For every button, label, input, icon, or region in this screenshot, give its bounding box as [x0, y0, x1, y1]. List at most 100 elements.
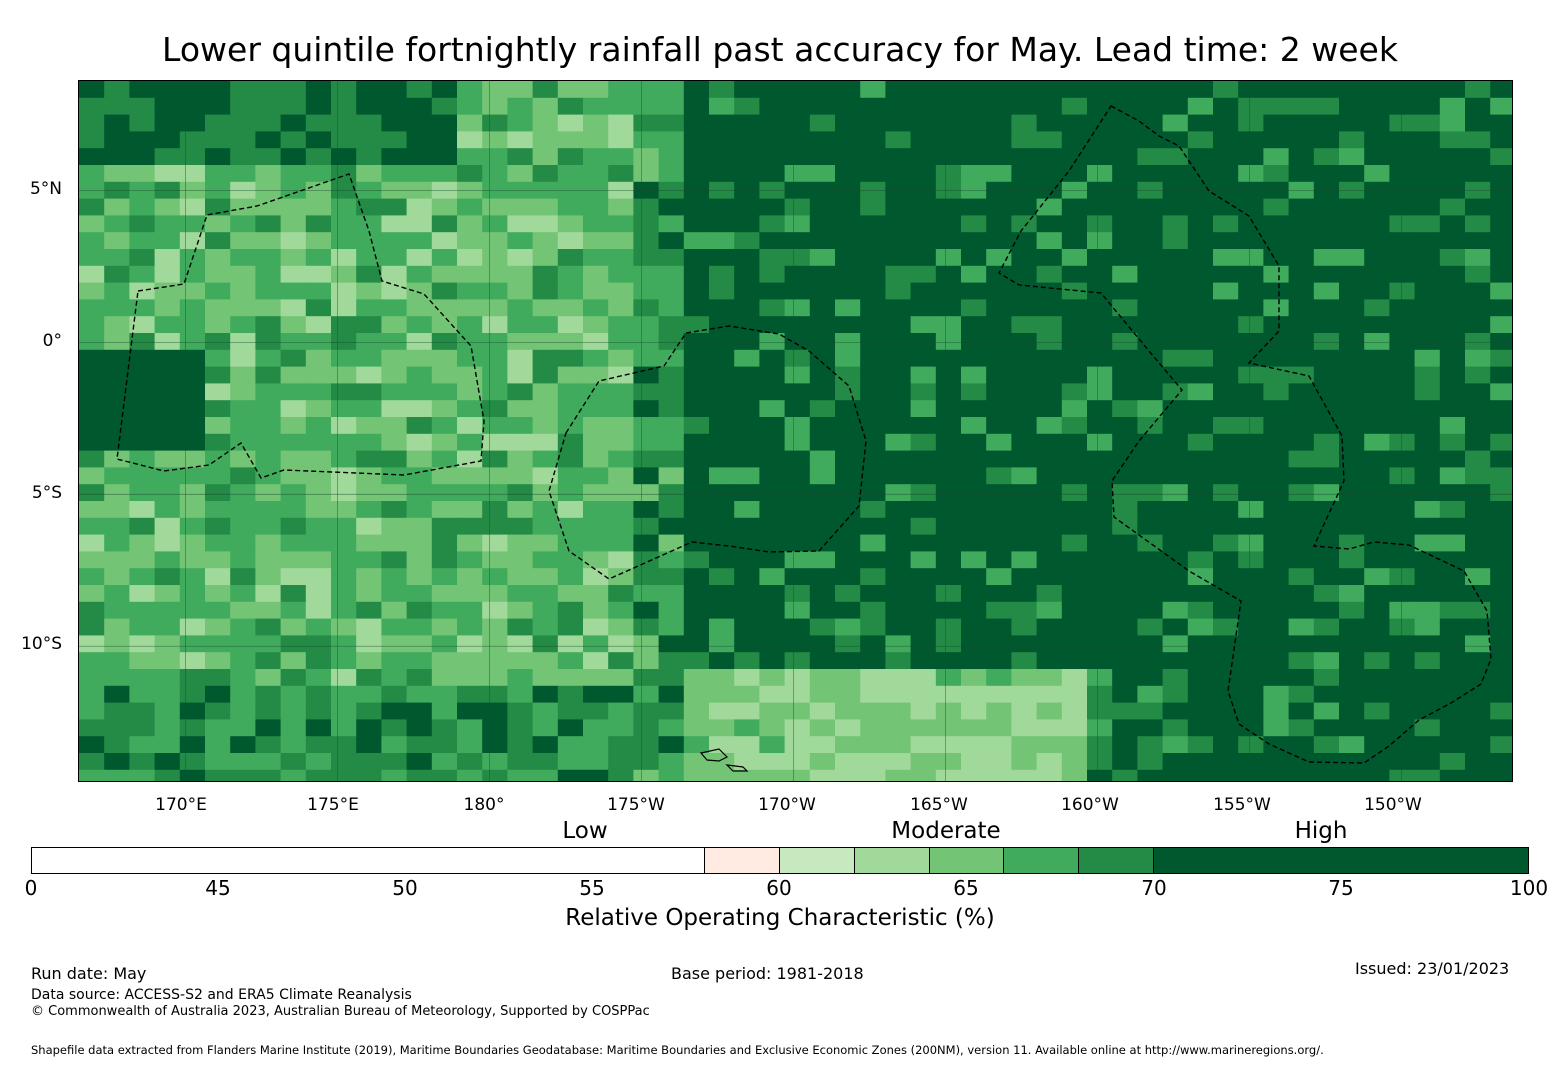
grid-cell	[179, 417, 206, 435]
grid-cell	[910, 417, 937, 435]
grid-cell	[784, 316, 811, 334]
grid-cell	[1313, 568, 1340, 586]
grid-cell	[1389, 585, 1416, 603]
grid-cell	[331, 702, 357, 720]
grid-cell	[784, 450, 811, 468]
grid-cell	[583, 534, 609, 552]
grid-cell	[104, 467, 130, 485]
grid-cell	[1288, 450, 1315, 468]
grid-cell	[809, 450, 836, 468]
grid-cell	[482, 685, 508, 704]
grid-cell	[809, 249, 836, 267]
grid-cell	[1364, 114, 1390, 132]
grid-cell	[1036, 736, 1063, 754]
grid-cell	[1213, 165, 1239, 183]
grid-cell	[129, 753, 156, 771]
grid-cell	[431, 282, 458, 300]
grid-cell	[1389, 719, 1416, 737]
run-date: Run date: May	[31, 964, 147, 983]
grid-cell	[683, 282, 710, 300]
grid-cell	[709, 568, 735, 586]
grid-cell	[583, 299, 609, 317]
grid-cell	[1061, 652, 1088, 670]
grid-cell	[1339, 114, 1365, 132]
grid-cell	[759, 97, 786, 116]
grid-cell	[129, 333, 156, 351]
grid-cell	[583, 366, 609, 384]
grid-cell	[1238, 450, 1264, 468]
grid-cell	[280, 215, 307, 233]
grid-cell	[431, 97, 458, 116]
grid-cell	[457, 769, 483, 781]
grid-cell	[179, 769, 206, 781]
grid-cell	[381, 433, 408, 452]
grid-cell	[1439, 433, 1466, 452]
grid-cell	[835, 417, 861, 435]
grid-cell	[633, 669, 660, 687]
grid-cell	[658, 685, 685, 704]
grid-cell	[532, 265, 559, 284]
grid-cell	[1364, 81, 1390, 99]
grid-cell	[658, 601, 685, 620]
grid-cell	[1162, 736, 1189, 754]
grid-cell	[910, 249, 937, 267]
grid-cell	[961, 568, 987, 586]
grid-cell	[457, 484, 483, 502]
grid-cell	[79, 635, 105, 653]
grid-cell	[633, 215, 660, 233]
grid-cell	[835, 568, 861, 586]
grid-cell	[205, 702, 231, 720]
grid-cell	[255, 282, 282, 300]
grid-cell	[280, 652, 307, 670]
grid-cell	[1187, 719, 1214, 737]
rainfall-accuracy-map	[79, 81, 1512, 781]
grid-cell	[910, 551, 937, 569]
grid-cell	[154, 265, 181, 284]
grid-cell	[759, 568, 786, 586]
grid-cell	[381, 635, 408, 653]
grid-cell	[431, 769, 458, 781]
grid-cell	[1313, 165, 1340, 183]
grid-cell	[179, 551, 206, 569]
lon-label: 180°	[463, 795, 505, 815]
colorbar-tick: 45	[205, 876, 231, 900]
grid-cell	[557, 333, 584, 351]
grid-cell	[255, 501, 282, 519]
grid-cell	[633, 467, 660, 485]
grid-cell	[658, 769, 685, 781]
grid-cell	[1339, 148, 1365, 166]
grid-cell	[1061, 601, 1088, 620]
grid-cell	[961, 81, 987, 99]
grid-cell	[1061, 165, 1088, 183]
grid-cell	[255, 265, 282, 284]
grid-cell	[179, 585, 206, 603]
grid-cell	[658, 501, 685, 519]
grid-cell	[381, 769, 408, 781]
grid-cell	[1137, 753, 1164, 771]
grid-cell	[1187, 501, 1214, 519]
grid-cell	[1112, 417, 1138, 435]
grid-cell	[1213, 702, 1239, 720]
grid-cell	[1061, 534, 1088, 552]
grid-cell	[104, 652, 130, 670]
grid-cell	[406, 753, 433, 771]
grid-cell	[557, 501, 584, 519]
grid-cell	[280, 333, 307, 351]
grid-cell	[1339, 736, 1365, 754]
grid-cell	[482, 198, 508, 216]
grid-cell	[1112, 215, 1138, 233]
grid-cell	[1439, 299, 1466, 317]
grid-cell	[910, 618, 937, 636]
grid-cell	[1036, 114, 1063, 132]
grid-cell	[431, 81, 458, 99]
grid-cell	[1339, 249, 1365, 267]
grid-cell	[104, 215, 130, 233]
grid-cell	[809, 618, 836, 636]
grid-cell	[1439, 232, 1466, 250]
grid-cell	[305, 450, 332, 468]
grid-cell	[961, 450, 987, 468]
colorbar-tick: 55	[579, 876, 605, 900]
grid-cell	[885, 568, 912, 586]
grid-cell	[532, 131, 559, 149]
grid-cell	[860, 198, 886, 216]
